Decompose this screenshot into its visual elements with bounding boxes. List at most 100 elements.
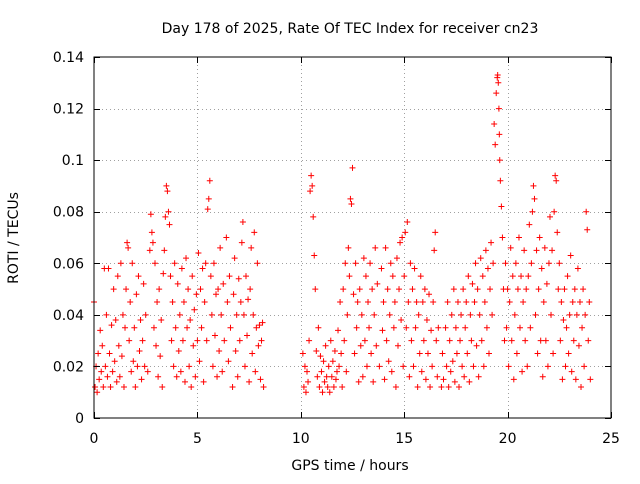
data-point [449, 358, 456, 365]
data-point [582, 311, 589, 318]
data-point [210, 260, 217, 267]
data-point [175, 347, 182, 354]
data-point [411, 265, 418, 272]
data-point [559, 376, 566, 383]
data-point [322, 342, 329, 349]
data-point [476, 311, 483, 318]
data-point [517, 324, 524, 331]
data-point [429, 363, 436, 370]
data-point [391, 298, 398, 305]
data-point [173, 373, 180, 380]
data-point [235, 275, 242, 282]
data-point [515, 234, 522, 241]
data-point [460, 286, 467, 293]
data-point [480, 363, 487, 370]
y-tick-label: 0.02 [53, 359, 84, 375]
data-point [415, 311, 422, 318]
data-point [178, 265, 185, 272]
data-point [440, 376, 447, 383]
data-point [458, 311, 465, 318]
data-point [540, 298, 547, 305]
data-point [216, 347, 223, 354]
data-point [139, 337, 146, 344]
data-point [249, 350, 256, 357]
data-point [474, 286, 481, 293]
data-point [111, 358, 118, 365]
data-point [181, 378, 188, 385]
data-point [386, 311, 393, 318]
data-point [256, 322, 263, 329]
data-point [466, 378, 473, 385]
data-point [223, 234, 230, 241]
data-point [505, 363, 512, 370]
data-point [568, 368, 575, 375]
data-point [208, 311, 215, 318]
data-point [551, 208, 558, 215]
data-point [221, 337, 228, 344]
data-point [432, 229, 439, 236]
data-point [508, 337, 515, 344]
data-point [335, 327, 342, 334]
data-point [488, 239, 495, 246]
data-point [451, 378, 458, 385]
data-point [238, 239, 245, 246]
data-point [383, 337, 390, 344]
data-point [336, 363, 343, 370]
data-point [509, 273, 516, 280]
data-point [518, 273, 525, 280]
data-point [220, 280, 227, 287]
data-point [119, 311, 126, 318]
data-point [519, 368, 526, 375]
data-point [213, 291, 220, 298]
data-point [556, 260, 563, 267]
data-point [108, 322, 115, 329]
data-point [587, 376, 594, 383]
data-point [337, 298, 344, 305]
data-point [361, 337, 368, 344]
data-point [513, 350, 520, 357]
data-point [330, 384, 337, 391]
data-point [233, 311, 240, 318]
data-point [370, 378, 377, 385]
data-point [343, 368, 350, 375]
data-point [503, 324, 510, 331]
data-point [193, 291, 200, 298]
data-point [318, 368, 325, 375]
data-point [541, 244, 548, 251]
data-point [202, 260, 209, 267]
data-point [165, 208, 172, 215]
data-point [430, 298, 437, 305]
data-point [360, 255, 367, 262]
data-point [106, 350, 113, 357]
data-point [103, 311, 110, 318]
data-point [250, 311, 257, 318]
data-point [350, 291, 357, 298]
data-point [399, 234, 406, 241]
data-point [167, 273, 174, 280]
data-point [251, 229, 258, 236]
data-point [254, 260, 261, 267]
data-point [373, 342, 380, 349]
data-point [363, 363, 370, 370]
data-point [478, 337, 485, 344]
data-point [215, 286, 222, 293]
data-point [112, 317, 119, 324]
data-point [241, 363, 248, 370]
data-point [253, 324, 260, 331]
data-point [548, 311, 555, 318]
data-point [154, 298, 161, 305]
data-point [113, 378, 120, 385]
data-point [489, 311, 496, 318]
data-point [562, 363, 569, 370]
data-point [299, 350, 306, 357]
data-point [470, 363, 477, 370]
y-tick-label: 0.1 [62, 153, 84, 169]
data-point [135, 273, 142, 280]
data-point [163, 182, 170, 189]
data-point [389, 273, 396, 280]
data-point [300, 384, 307, 391]
data-point [506, 298, 513, 305]
data-point [452, 324, 459, 331]
data-point [308, 172, 315, 179]
